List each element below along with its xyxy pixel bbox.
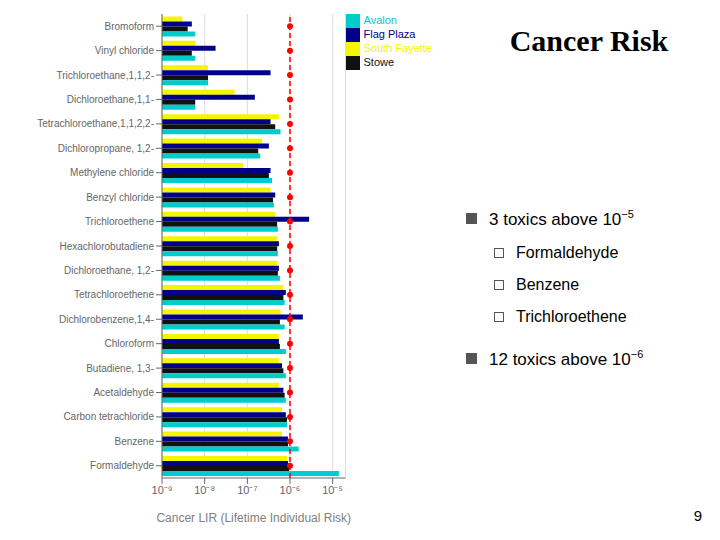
html-text:Stowe: Stowe — [363, 56, 395, 69]
svg-text:Dichloroethane, 1,2-: Dichloroethane, 1,2- — [64, 265, 154, 276]
svg-text:10⁻⁹: 10⁻⁹ — [152, 484, 173, 496]
html-text:Formaldehyde: Formaldehyde — [516, 243, 619, 261]
svg-text:Trichloroethane,1,1,2-: Trichloroethane,1,1,2- — [57, 70, 154, 81]
svg-text:10⁻⁷: 10⁻⁷ — [237, 484, 257, 496]
html-text:South Fayette: South Fayette — [363, 42, 432, 55]
svg-text:Vinyl chloride: Vinyl chloride — [95, 45, 155, 56]
svg-text:Carbon tetrachloride: Carbon tetrachloride — [63, 411, 154, 422]
html-text:Cancer Risk: Cancer Risk — [509, 24, 669, 57]
svg-text:Formaldehyde: Formaldehyde — [90, 460, 154, 471]
svg-text:Dichloroethane,1,1-: Dichloroethane,1,1- — [67, 94, 154, 105]
svg-text:Methylene chloride: Methylene chloride — [70, 167, 154, 178]
svg-text:Tetrachloroethane,1,1,2,2-: Tetrachloroethane,1,1,2,2- — [37, 118, 154, 129]
svg-text:Dichloropropane, 1,2-: Dichloropropane, 1,2- — [58, 143, 154, 154]
html-text:Trichloroethene: Trichloroethene — [516, 307, 627, 325]
html-text:Avalon: Avalon — [363, 14, 397, 26]
svg-text:10⁻⁸: 10⁻⁸ — [194, 484, 215, 496]
html-text:12 toxics above 10−6: 12 toxics above 10−6 — [489, 347, 644, 369]
html-text:3 toxics above 10−5: 3 toxics above 10−5 — [489, 208, 634, 229]
svg-text:Tetrachloroethene: Tetrachloroethene — [74, 289, 154, 300]
svg-text:Benzyl chloride: Benzyl chloride — [86, 192, 154, 203]
svg-text:10⁻⁵: 10⁻⁵ — [322, 484, 343, 496]
svg-text:Bromoform: Bromoform — [105, 21, 154, 32]
svg-text:Benzene: Benzene — [115, 436, 155, 447]
html-text:9: 9 — [693, 507, 702, 524]
svg-text:Hexachlorobutadiene: Hexachlorobutadiene — [59, 241, 154, 252]
svg-text:Cancer LIR (Lifetime Individua: Cancer LIR (Lifetime Individual Risk) — [156, 511, 351, 525]
html-text:Flag Plaza: Flag Plaza — [363, 28, 416, 41]
html-text:Benzene: Benzene — [516, 275, 580, 293]
svg-text:Acetaldehyde: Acetaldehyde — [93, 387, 154, 398]
svg-text:Trichloroethene: Trichloroethene — [85, 216, 155, 227]
svg-text:Butadiene, 1,3-: Butadiene, 1,3- — [86, 363, 154, 374]
svg-text:Dichlorobenzene,1,4-: Dichlorobenzene,1,4- — [59, 314, 154, 325]
svg-text:Chloroform: Chloroform — [105, 338, 154, 349]
svg-text:10⁻⁶: 10⁻⁶ — [280, 484, 301, 496]
